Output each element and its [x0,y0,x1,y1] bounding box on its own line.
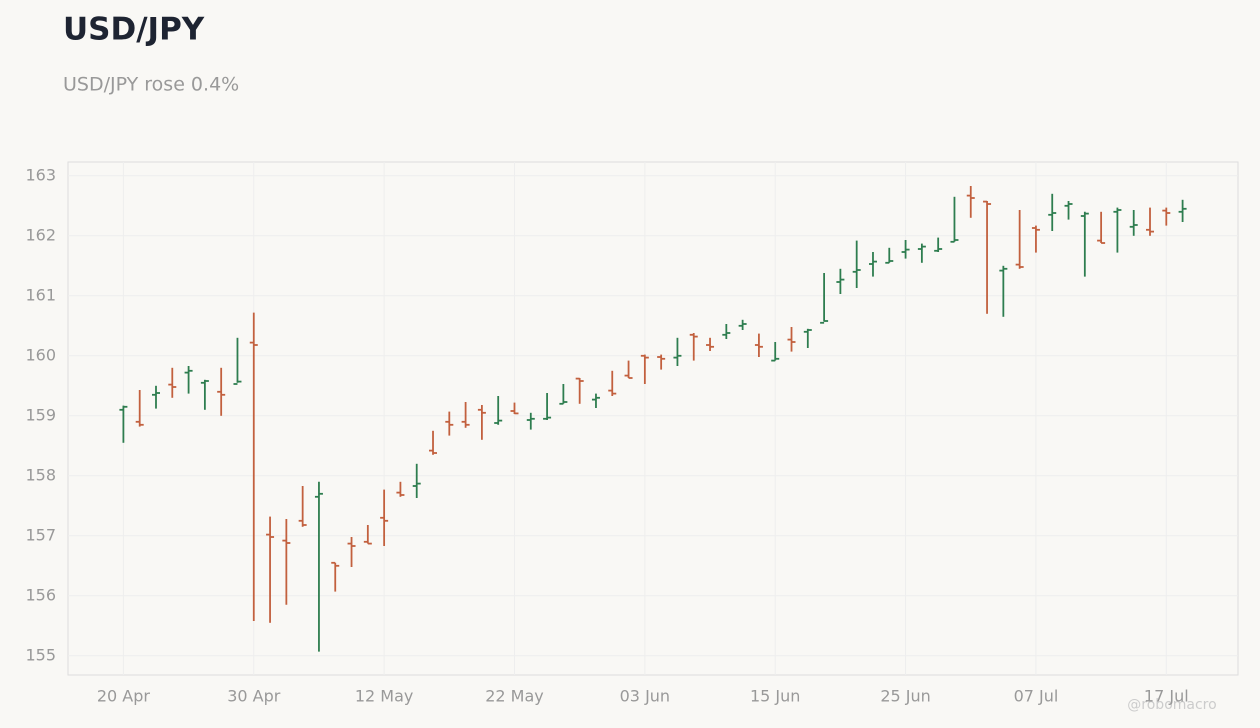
x-tick-label: 25 Jun [880,687,930,706]
y-tick-label: 161 [25,285,56,304]
y-tick-label: 158 [25,465,56,484]
y-tick-label: 156 [25,585,56,604]
y-tick-label: 162 [25,225,56,244]
y-tick-label: 159 [25,405,56,424]
x-tick-label: 30 Apr [227,687,281,706]
y-tick-label: 160 [25,345,56,364]
x-tick-label: 22 May [485,687,544,706]
x-tick-label: 03 Jun [620,687,670,706]
y-tick-label: 157 [25,525,56,544]
chart-subtitle: USD/JPY rose 0.4% [63,74,239,96]
x-tick-label: 17 Jul [1144,687,1189,706]
x-tick-label: 07 Jul [1014,687,1059,706]
x-tick-label: 12 May [355,687,414,706]
chart-title: USD/JPY [63,12,205,48]
y-tick-label: 163 [25,165,56,184]
plot-frame [67,161,1239,676]
watermark: @robomacro [1127,697,1216,713]
y-tick-label: 155 [25,645,56,664]
x-tick-label: 15 Jun [750,687,800,706]
x-tick-label: 20 Apr [97,687,151,706]
